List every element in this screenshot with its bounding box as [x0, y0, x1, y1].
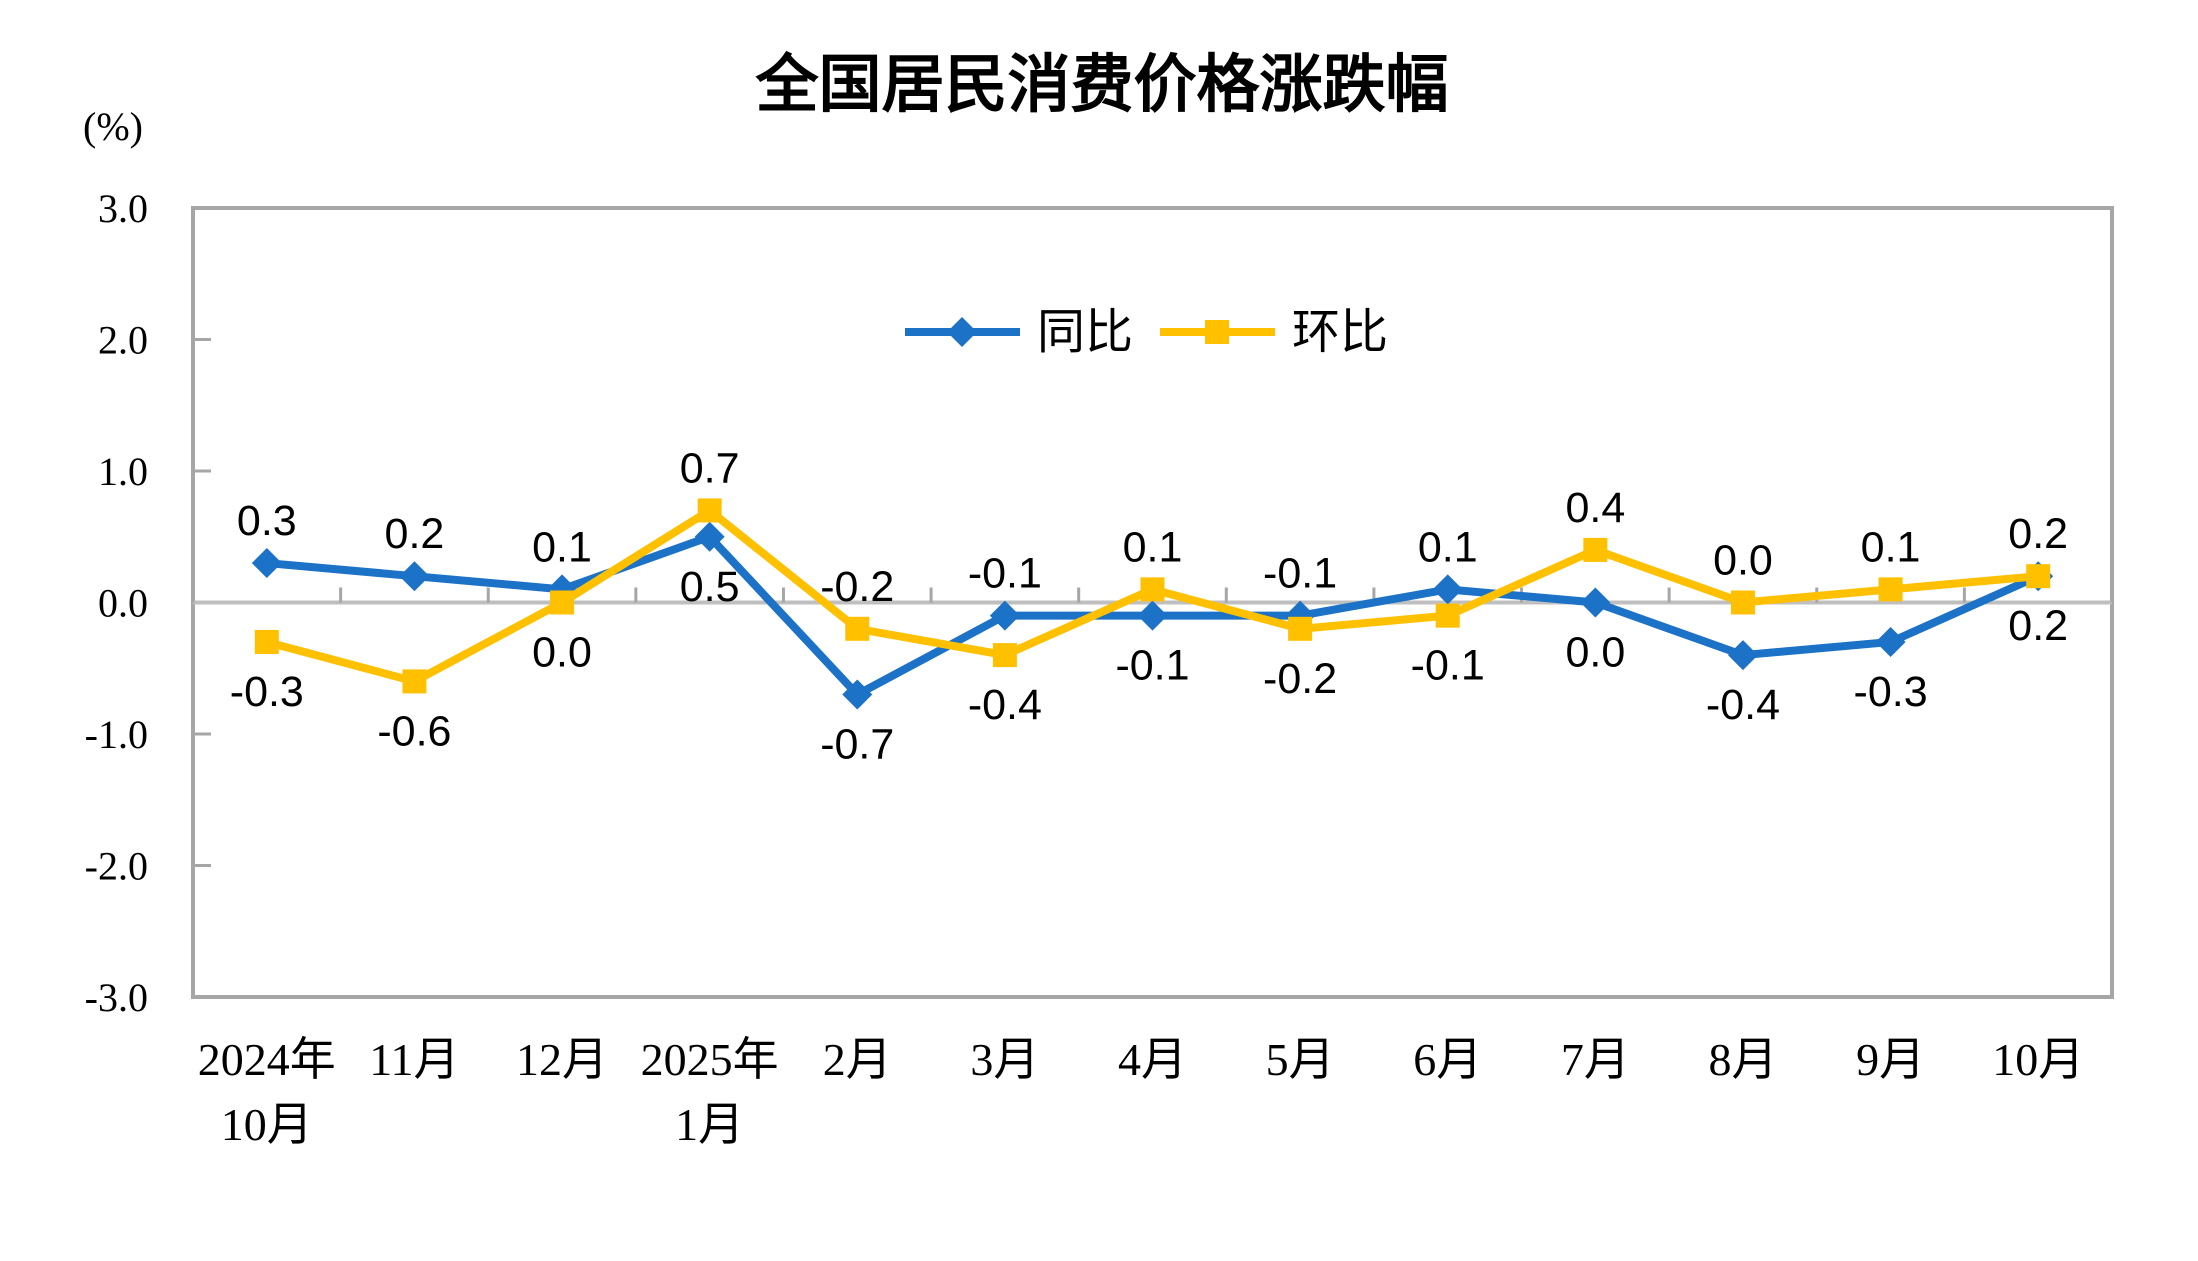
- data-point-diamond-marker-icon: [1137, 600, 1168, 631]
- x-axis-label: 4月: [1118, 1034, 1187, 1085]
- data-label: 0.4: [1565, 484, 1625, 532]
- data-point-square-marker-icon: [1435, 603, 1460, 628]
- data-point-square-marker-icon: [1583, 537, 1608, 562]
- data-label: -0.2: [820, 563, 894, 611]
- data-label: -0.7: [820, 721, 894, 769]
- chart-title: 全国居民消费价格涨跌幅: [755, 50, 1449, 120]
- data-label: 0.7: [680, 444, 740, 492]
- y-axis-unit-label: (%): [83, 104, 143, 149]
- data-point-diamond-marker-icon: [399, 561, 430, 592]
- data-label: -0.4: [1706, 681, 1780, 729]
- y-axis-tick-label: 2.0: [98, 318, 148, 363]
- legend-square-marker-icon: [1205, 320, 1229, 344]
- data-label: 0.2: [2008, 510, 2068, 558]
- data-point-square-marker-icon: [1140, 577, 1165, 602]
- y-axis-tick-label: 3.0: [98, 186, 148, 231]
- series-data-labels: 0.3 -0.3 0.2 -0.6 0.1 0.0 0.5 0.7 -0.7 -0.2 -0.1 -0…: [230, 444, 2068, 768]
- data-point-diamond-marker-icon: [1580, 587, 1611, 618]
- data-point-diamond-marker-icon: [842, 679, 873, 710]
- data-point-square-marker-icon: [402, 669, 427, 694]
- chart-legend: 同比 环比: [905, 306, 1388, 359]
- data-point-square-marker-icon: [1730, 590, 1755, 615]
- x-axis-label: 2月: [823, 1034, 892, 1085]
- legend-diamond-marker-icon: [947, 317, 977, 347]
- data-point-square-marker-icon: [550, 590, 575, 615]
- x-axis-labels: 2024年 10月 11月 12月 2025年 1月 2月 3月 4月 5月 6月 7月 8月 9月 10月: [198, 1034, 2084, 1150]
- data-label: -0.1: [1411, 642, 1485, 690]
- data-label: -0.3: [1854, 668, 1928, 716]
- data-point-square-marker-icon: [1288, 616, 1313, 641]
- x-axis-label: 2024年 10月: [198, 1034, 336, 1150]
- data-point-diamond-marker-icon: [1727, 640, 1758, 671]
- x-axis-label: 6月: [1413, 1034, 1482, 1085]
- data-point-diamond-marker-icon: [251, 548, 282, 579]
- data-point-diamond-marker-icon: [1432, 574, 1463, 605]
- x-axis-label: 5月: [1266, 1034, 1335, 1085]
- x-axis-label: 7月: [1561, 1034, 1630, 1085]
- data-point-square-marker-icon: [992, 643, 1017, 668]
- data-label: -0.1: [1263, 550, 1337, 598]
- data-label: 0.2: [385, 510, 445, 558]
- data-label: -0.6: [377, 707, 451, 755]
- x-axis-label: 2025年 1月: [641, 1034, 779, 1150]
- data-point-square-marker-icon: [697, 498, 722, 523]
- data-label: 0.3: [237, 497, 297, 545]
- y-axis-tick-label: 1.0: [98, 449, 148, 494]
- x-axis-label: 11月: [369, 1034, 459, 1085]
- x-axis-label: 12月: [516, 1034, 608, 1085]
- series-lines: [251, 498, 2054, 710]
- data-label: -0.1: [1115, 642, 1189, 690]
- data-point-square-marker-icon: [1878, 577, 1903, 602]
- data-label: 0.1: [1418, 523, 1478, 571]
- data-label: 0.5: [680, 563, 740, 611]
- y-axis-tick-label: -2.0: [85, 844, 148, 889]
- data-point-square-marker-icon: [2026, 564, 2051, 589]
- data-label: 0.0: [1565, 629, 1625, 677]
- axis-ticks: [191, 338, 2114, 867]
- y-axis-tick-label: -3.0: [85, 975, 148, 1020]
- x-axis-label: 3月: [970, 1034, 1039, 1085]
- legend-item: 同比: [905, 306, 1133, 359]
- data-label: 0.1: [1123, 523, 1183, 571]
- data-label: 0.0: [1713, 537, 1773, 585]
- x-axis-label: 10月: [1992, 1034, 2084, 1085]
- data-point-square-marker-icon: [254, 629, 279, 654]
- legend-item: 环比: [1160, 306, 1388, 359]
- y-axis-tick-label: -1.0: [85, 712, 148, 757]
- y-axis-tick-label: 0.0: [98, 581, 148, 626]
- y-axis-labels: 3.0 2.0 1.0 0.0 -1.0 -2.0 -3.0: [85, 186, 148, 1020]
- x-axis-label: 9月: [1856, 1034, 1925, 1085]
- data-label: 0.1: [532, 523, 592, 571]
- legend-label: 同比: [1037, 306, 1133, 359]
- data-point-diamond-marker-icon: [694, 521, 725, 552]
- legend-label: 环比: [1292, 306, 1388, 359]
- data-point-square-marker-icon: [845, 616, 870, 641]
- data-label: 0.2: [2008, 602, 2068, 650]
- data-label: -0.4: [968, 681, 1042, 729]
- data-label: 0.1: [1861, 523, 1921, 571]
- data-label: -0.2: [1263, 655, 1337, 703]
- data-label: -0.1: [968, 550, 1042, 598]
- x-axis-label: 8月: [1708, 1034, 1777, 1085]
- data-point-diamond-marker-icon: [1875, 626, 1906, 657]
- data-label: -0.3: [230, 668, 304, 716]
- data-label: 0.0: [532, 629, 592, 677]
- data-point-diamond-marker-icon: [989, 600, 1020, 631]
